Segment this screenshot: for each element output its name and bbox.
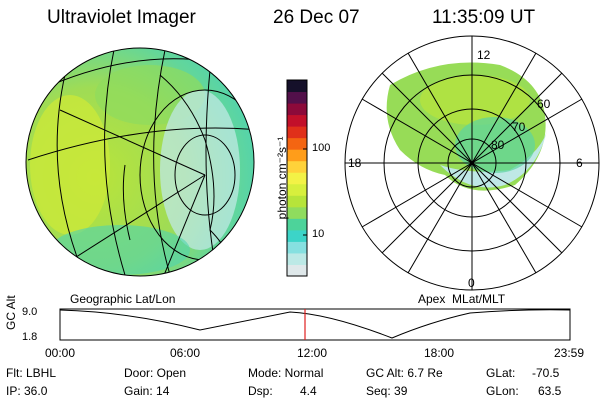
timeline-xtick-4: 23:59: [554, 346, 585, 360]
mlt-label-bottom: 0: [468, 276, 475, 290]
gc-alt-status: GC Alt: 6.7 Re: [366, 366, 443, 380]
colorbar-segment: [287, 195, 307, 208]
colorbar-segment: [287, 206, 307, 219]
left-panel-caption: Geographic Lat/Lon: [70, 292, 176, 306]
instrument-title: Ultraviolet Imager: [47, 7, 196, 28]
colorbar-segment: [287, 218, 307, 231]
colorbar-segment: [287, 241, 307, 254]
glon-label: GLon:: [486, 384, 519, 398]
timeline-ytick-low: 1.8: [22, 331, 38, 343]
mode-status: Mode: Normal: [248, 366, 324, 380]
timeline-ytick-high: 9.0: [22, 306, 38, 318]
colorbar-tick-100: 100: [312, 142, 331, 154]
mlt-label-left: 18: [348, 156, 362, 170]
glat-label: GLat:: [486, 366, 516, 380]
door-status: Door: Open: [124, 366, 187, 380]
timeline-ylabel: GC Alt: [4, 295, 18, 330]
colorbar-segment: [287, 229, 307, 242]
colorbar-tick-10: 10: [312, 228, 325, 240]
colorbar-segment: [287, 149, 307, 162]
colorbar-segment: [287, 114, 307, 127]
glon-value: 63.5: [538, 384, 562, 398]
date-label: 26 Dec 07: [273, 7, 360, 28]
colorbar-segment: [287, 126, 307, 139]
lat-label-60: 60: [537, 97, 551, 111]
ip-status: IP: 36.0: [6, 384, 48, 398]
colorbar-segment: [287, 252, 307, 265]
colorbar-segment: [287, 103, 307, 116]
filter-status: Flt: LBHL: [6, 366, 57, 380]
colorbar-segment: [287, 160, 307, 173]
mlt-label-top: 12: [477, 48, 491, 62]
time-label: 11:35:09 UT: [432, 7, 536, 28]
dsp-value: 4.4: [300, 384, 317, 398]
timeline-xtick-2: 12:00: [297, 346, 328, 360]
gain-status: Gain: 14: [124, 384, 170, 398]
lat-label-80: 80: [491, 138, 505, 152]
timeline-xtick-0: 00:00: [45, 346, 76, 360]
timeline-xtick-3: 18:00: [424, 346, 455, 360]
colorbar-segment: [287, 91, 307, 104]
lat-label-70: 70: [512, 120, 526, 134]
seq-status: Seq: 39: [366, 384, 408, 398]
colorbar-segment: [287, 172, 307, 185]
colorbar-segment: [287, 137, 307, 150]
colorbar-segment: [287, 264, 307, 277]
colorbar-segment: [287, 183, 307, 196]
glat-value: -70.5: [532, 366, 560, 380]
colorbar-unit-label: photon cm⁻²s⁻¹: [275, 136, 289, 220]
colorbar-segment: [287, 80, 307, 93]
timeline-xtick-1: 06:00: [170, 346, 201, 360]
dsp-label: Dsp:: [248, 384, 273, 398]
right-panel-caption: Apex MLat/MLT: [418, 292, 506, 306]
mlt-label-right: 6: [576, 156, 583, 170]
